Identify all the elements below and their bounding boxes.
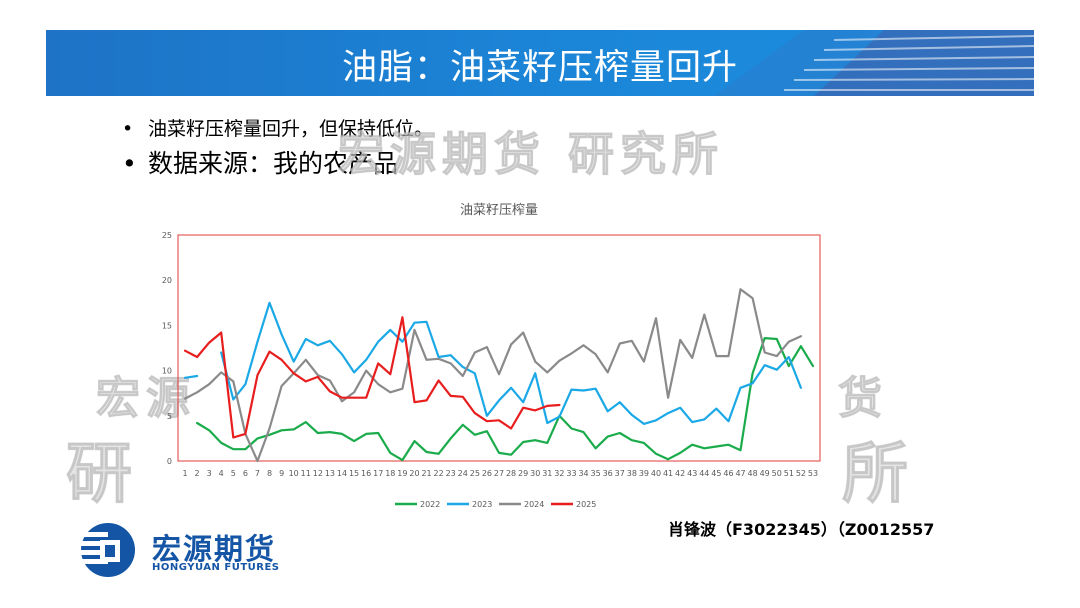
x-tick-label: 30 [530,469,540,478]
x-tick-label: 12 [313,469,323,478]
y-tick-label: 20 [162,276,172,285]
y-tick-label: 10 [162,367,172,376]
x-tick-label: 42 [675,469,685,478]
y-tick-label: 15 [162,321,172,330]
banner-stripes-decoration [714,30,1034,96]
chart-title: 油菜籽压榨量 [460,202,538,218]
x-tick-label: 24 [458,469,468,478]
x-tick-label: 6 [243,469,248,478]
x-tick-label: 35 [591,469,601,478]
author-credit: 肖锋波（F3022345）（Z0012557 [668,520,935,539]
x-tick-label: 1 [182,469,187,478]
x-tick-label: 34 [578,469,588,478]
legend-label: 2023 [472,500,492,509]
x-tick-label: 41 [663,469,673,478]
x-tick-label: 10 [289,469,299,478]
x-tick-label: 14 [337,469,347,478]
y-tick-label: 25 [162,231,172,240]
watermark-text: 所 [842,434,914,513]
x-tick-label: 53 [808,469,818,478]
x-tick-label: 29 [518,469,528,478]
x-tick-label: 3 [207,469,212,478]
x-tick-label: 45 [711,469,721,478]
series-line-2022 [195,337,815,462]
x-tick-label: 25 [470,469,480,478]
series-line-2023 [220,301,803,425]
x-tick-label: 44 [699,469,709,478]
x-tick-label: 21 [421,469,431,478]
x-tick-label: 31 [542,469,552,478]
bullet-text: 数据来源：我的农产品 [148,149,399,178]
slide-title: 油脂：油菜籽压榨量回升 [341,48,738,88]
logo-name-en: HONGYUAN FUTURES [152,562,280,573]
x-tick-label: 28 [506,469,516,478]
x-tick-label: 20 [409,469,419,478]
x-tick-label: 27 [494,469,504,478]
x-tick-label: 16 [361,469,371,478]
x-tick-label: 40 [651,469,661,478]
bullet-text: 油菜籽压榨量回升，但保持低位。 [148,118,434,140]
x-tick-label: 39 [639,469,649,478]
x-tick-label: 47 [735,469,745,478]
x-tick-label: 4 [219,469,224,478]
x-tick-label: 37 [615,469,625,478]
x-tick-label: 33 [566,469,576,478]
x-tick-label: 9 [279,469,284,478]
logo-name-cn: 宏源期货 [152,532,277,566]
x-tick-label: 11 [301,469,311,478]
series-line-2023 [183,374,199,379]
watermark-text: 货 [838,373,888,425]
x-tick-label: 15 [349,469,359,478]
x-tick-label: 7 [255,469,260,478]
series-line-2024 [183,288,803,463]
x-tick-label: 46 [723,469,733,478]
x-tick-label: 49 [760,469,770,478]
x-tick-label: 48 [748,469,758,478]
watermark-text: 研 [66,434,138,513]
bullet-symbol: • [122,149,137,178]
x-tick-label: 2 [195,469,200,478]
x-tick-label: 51 [784,469,794,478]
watermark-text: 宏源 [96,373,196,425]
x-tick-label: 36 [603,469,613,478]
bullet-symbol: • [122,118,134,140]
series-line-2025 [183,316,561,439]
x-tick-label: 13 [325,469,335,478]
y-tick-label: 5 [167,412,172,421]
x-tick-label: 38 [627,469,637,478]
legend-label: 2024 [524,500,544,509]
title-banner: 油脂：油菜籽压榨量回升 [46,30,1034,96]
plot-area-border [177,234,821,462]
x-tick-label: 32 [554,469,564,478]
x-tick-label: 5 [231,469,236,478]
x-tick-label: 18 [385,469,395,478]
x-tick-label: 43 [687,469,697,478]
x-tick-label: 26 [482,469,492,478]
y-tick-label: 0 [167,457,172,466]
company-logo: 宏源期货 HONGYUAN FUTURES [72,520,332,580]
x-tick-label: 52 [796,469,806,478]
x-tick-label: 8 [267,469,272,478]
watermark-text: 宏源期货 研究所 [337,127,725,182]
bullet-item: • 数据来源：我的农产品 [122,144,398,180]
x-tick-label: 50 [772,469,782,478]
x-tick-label: 19 [397,469,407,478]
legend-label: 2025 [576,500,596,509]
logo-emblem-icon [72,523,135,577]
x-tick-label: 23 [446,469,456,478]
legend-label: 2022 [420,500,440,509]
x-tick-label: 17 [373,469,383,478]
bullet-item: • 油菜籽压榨量回升，但保持低位。 [122,114,433,141]
x-tick-label: 22 [434,469,444,478]
